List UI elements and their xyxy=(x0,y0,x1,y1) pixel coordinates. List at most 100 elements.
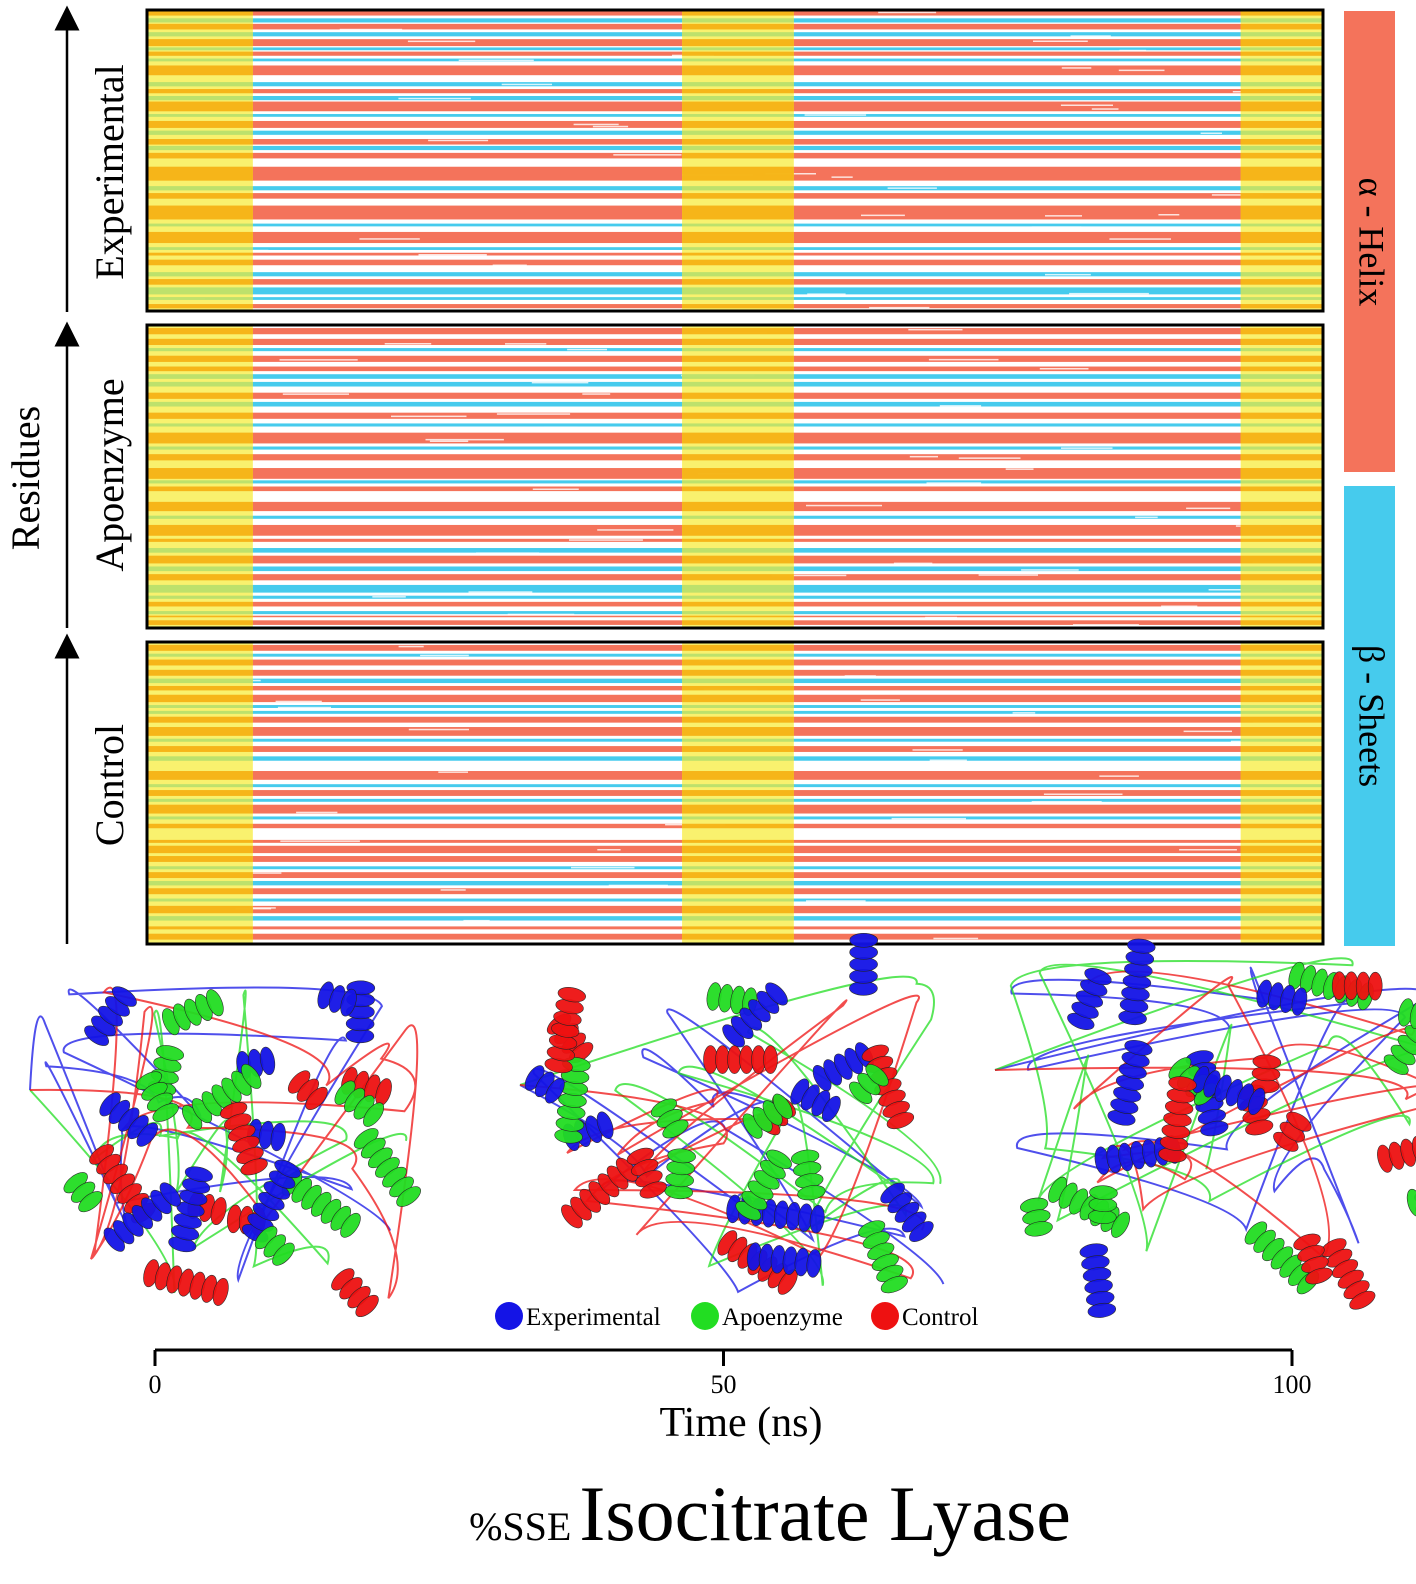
time-band-stripe-0-0-194 xyxy=(147,279,253,285)
time-band-stripe-2-1-180 xyxy=(682,905,794,914)
time-band-stripe-2-0-47 xyxy=(147,710,253,714)
time-band-stripe-0-1-141 xyxy=(682,205,794,220)
time-band-stripe-0-1-160 xyxy=(682,231,794,244)
time-band-stripe-1-2-115 xyxy=(1240,501,1323,512)
time-band-stripe-2-2-194 xyxy=(1240,926,1323,930)
time-band-stripe-0-0-62 xyxy=(147,96,253,101)
time-band-stripe-1-2-2 xyxy=(1240,328,1323,335)
time-band-stripe-0-1-189 xyxy=(682,272,794,277)
time-band-stripe-0-1-127 xyxy=(682,186,794,191)
helix-ribbon-2-17 xyxy=(1331,971,1383,1001)
stripe-gap-1-9-0 xyxy=(391,415,467,418)
title-prefix: %SSE xyxy=(469,1504,571,1549)
stripe-gap-1-27-0 xyxy=(1161,605,1198,607)
helix-turn-2-8-2 xyxy=(1252,1054,1282,1070)
helix-turn-2-12-6 xyxy=(1124,1039,1153,1056)
time-band-stripe-1-1-101 xyxy=(682,480,794,484)
time-band-stripe-1-0-130 xyxy=(147,524,253,536)
time-band-stripe-0-1-212 xyxy=(682,304,794,309)
stripe-gap-1-10-0 xyxy=(544,426,578,428)
time-band-stripe-2-1-153 xyxy=(682,866,794,870)
helix-turn-0-2-2 xyxy=(305,1086,328,1111)
time-band-stripe-2-1-139 xyxy=(682,845,794,854)
helix-turn-0-4-6 xyxy=(396,1186,421,1207)
time-band-stripe-0-2-212 xyxy=(1240,304,1323,309)
legend-dot-experimental xyxy=(495,1302,523,1330)
time-band-stripe-2-2-101 xyxy=(1240,790,1323,796)
stripe-gap-2-24-0 xyxy=(571,866,635,869)
time-band-stripe-1-2-27 xyxy=(1240,366,1323,372)
time-band-stripe-1-0-157 xyxy=(147,566,253,572)
time-band-stripe-0-2-141 xyxy=(1240,205,1323,220)
time-band-stripe-2-1-199 xyxy=(682,933,794,940)
helix-ribbon-1-24 xyxy=(524,1065,565,1104)
helix-ribbon-0-4 xyxy=(353,1128,421,1207)
time-band-stripe-2-2-58 xyxy=(1240,727,1323,736)
helix-turn-0-21-6 xyxy=(159,1182,181,1207)
legend-dot-apoenzyme xyxy=(691,1302,719,1330)
stripe-gap-1-11-1 xyxy=(429,440,469,442)
time-band-stripe-1-0-139 xyxy=(147,538,253,542)
time-band-stripe-2-0-153 xyxy=(147,866,253,870)
time-band-stripe-0-1-207 xyxy=(682,297,794,300)
time-band-stripe-0-0-10 xyxy=(147,23,253,30)
helix-turn-1-1-2 xyxy=(662,1119,689,1139)
helix-turn-1-6-3 xyxy=(821,1095,841,1122)
helix-ribbon-0-19 xyxy=(63,1172,103,1213)
time-band-stripe-1-1-124 xyxy=(682,515,794,519)
helix-turn-2-11-2 xyxy=(1286,1111,1312,1132)
time-band-stripe-2-0-111 xyxy=(147,804,253,814)
stripe-gap-0-0-0 xyxy=(878,11,937,14)
helix-ribbon-1-19 xyxy=(742,1093,793,1139)
time-band-stripe-2-1-66 xyxy=(682,738,794,742)
time-band-stripe-0-1-21 xyxy=(682,39,794,47)
time-band-stripe-0-0-160 xyxy=(147,231,253,244)
time-band-stripe-2-2-43 xyxy=(1240,705,1323,708)
time-band-stripe-2-0-43 xyxy=(147,705,253,708)
time-band-stripe-1-2-130 xyxy=(1240,524,1323,536)
helix-ribbon-0-1 xyxy=(281,1170,361,1238)
sheet-legend-swatch xyxy=(1344,486,1395,946)
stripe-gap-1-14-0 xyxy=(1005,468,1034,470)
time-band-stripe-0-1-40 xyxy=(682,65,794,76)
helix-ribbon-0-2 xyxy=(287,1070,328,1111)
time-band-stripe-0-1-98 xyxy=(682,145,794,151)
stripe-gap-0-22-0 xyxy=(1158,214,1180,216)
title-main: Isocitrate Lyase xyxy=(579,1470,1071,1557)
time-band-stripe-1-2-186 xyxy=(1240,611,1323,615)
time-band-stripe-0-0-212 xyxy=(147,304,253,309)
helix-ribbon-1-25 xyxy=(735,1149,792,1221)
time-band-stripe-1-0-162 xyxy=(147,574,253,581)
time-band-stripe-0-1-52 xyxy=(682,82,794,87)
stripe-gap-0-22-2 xyxy=(1045,215,1082,217)
time-band-stripe-2-2-36 xyxy=(1240,694,1323,703)
time-band-stripe-1-2-105 xyxy=(1240,486,1323,492)
time-band-stripe-1-1-145 xyxy=(682,548,794,553)
time-band-stripe-2-1-157 xyxy=(682,872,794,879)
time-band-stripe-2-1-187 xyxy=(682,916,794,921)
time-band-stripe-1-0-150 xyxy=(147,555,253,564)
helix-turn-0-16-3 xyxy=(152,1103,179,1122)
stripe-gap-0-25-0 xyxy=(243,249,269,252)
stripe-gap-2-14-1 xyxy=(1099,775,1139,777)
helix-ribbon-2-18 xyxy=(1256,979,1308,1016)
time-band-stripe-0-1-194 xyxy=(682,279,794,285)
stripe-gap-1-26-0 xyxy=(372,596,406,598)
helix-ribbon-1-0 xyxy=(812,1042,874,1092)
stripe-gap-2-12-0 xyxy=(912,749,963,751)
helix-turn-2-9-4 xyxy=(1084,968,1112,986)
helix-ribbon-1-21 xyxy=(746,1242,822,1278)
helix-turn-0-11-6 xyxy=(212,1278,229,1306)
panel-apoenzyme xyxy=(145,323,1325,630)
time-band-stripe-0-0-180 xyxy=(147,259,253,266)
time-tick-label-0: 0 xyxy=(149,1370,162,1399)
time-band-stripe-1-0-180 xyxy=(147,601,253,607)
legend-label-experimental: Experimental xyxy=(526,1304,661,1331)
stripe-gap-2-6-0 xyxy=(275,700,322,703)
helix-turn-2-18-3 xyxy=(1291,987,1308,1016)
time-band-stripe-2-0-30 xyxy=(147,685,253,691)
stripe-gap-1-3-0 xyxy=(279,359,358,361)
helix-turn-0-15-2 xyxy=(270,1122,286,1152)
time-band-stripe-1-2-9 xyxy=(1240,338,1323,345)
time-axis: 0 50 100 xyxy=(149,1348,1312,1399)
